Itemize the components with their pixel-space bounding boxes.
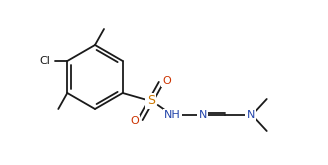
Text: O: O [162, 76, 171, 86]
Text: Cl: Cl [39, 56, 50, 66]
Text: O: O [130, 116, 139, 126]
Text: N: N [198, 110, 207, 120]
Text: NH: NH [164, 110, 181, 120]
Text: N: N [247, 110, 255, 120]
Text: S: S [147, 95, 155, 108]
